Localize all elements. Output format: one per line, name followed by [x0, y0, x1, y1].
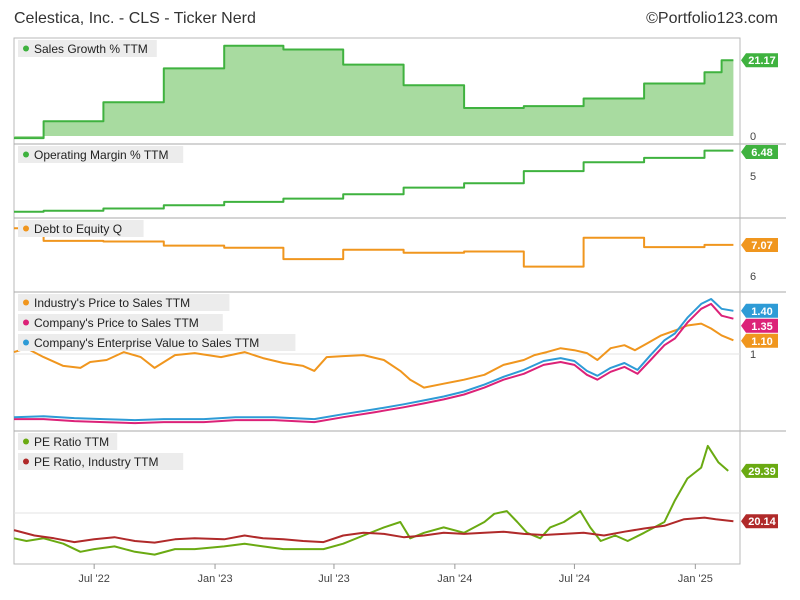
value-flag-text: 1.40 — [751, 306, 772, 318]
series-line — [14, 149, 734, 213]
legend-label: PE Ratio, Industry TTM — [34, 455, 158, 469]
value-flag-text: 1.10 — [751, 336, 772, 348]
y-tick-label: 1 — [750, 349, 756, 361]
series-line — [14, 44, 734, 140]
brand-label: ©Portfolio123.com — [646, 10, 778, 27]
value-flag-text: 6.48 — [751, 147, 772, 159]
series-line — [14, 302, 734, 425]
legend-label: Sales Growth % TTM — [34, 42, 148, 56]
value-flag: 29.39 — [741, 463, 778, 478]
series-line — [13, 322, 734, 389]
x-tick-label: Jul '23 — [318, 573, 349, 585]
value-flag: 7.07 — [741, 237, 778, 252]
legend-label: Industry's Price to Sales TTM — [34, 296, 190, 310]
legend-bg — [18, 40, 157, 57]
value-flag-shape — [741, 514, 778, 529]
value-flag-shape — [741, 145, 778, 159]
x-tick-label: Jul '24 — [559, 573, 590, 585]
y-tick-label: 0 — [750, 131, 756, 143]
value-flag-shape — [741, 318, 778, 333]
chart-title: Celestica, Inc. - CLS - Ticker Nerd — [14, 10, 256, 27]
legend-label: Operating Margin % TTM — [34, 148, 169, 162]
series-line — [13, 298, 734, 422]
legend-bg — [18, 146, 184, 163]
value-flag: 20.14 — [741, 514, 778, 529]
legend-dot — [23, 319, 29, 326]
value-flag: 1.10 — [741, 333, 778, 348]
value-flag: 6.48 — [741, 145, 778, 159]
value-flag-shape — [741, 53, 778, 68]
legend-label: Debt to Equity Q — [34, 222, 122, 236]
series-area — [14, 45, 734, 139]
legend-dot — [23, 438, 29, 445]
legend-bg — [18, 334, 296, 351]
legend-bg — [18, 433, 118, 450]
x-tick-label: Jan '23 — [197, 573, 232, 585]
legend-dot — [23, 45, 29, 52]
legend-dot — [23, 225, 29, 232]
value-flag-text: 1.35 — [751, 321, 772, 333]
value-flag: 21.17 — [741, 53, 778, 68]
y-tick-label: 6 — [750, 271, 756, 283]
legend-bg — [18, 314, 223, 331]
legend-bg — [18, 453, 184, 470]
x-tick-label: Jan '25 — [678, 573, 713, 585]
legend-bg — [18, 220, 144, 237]
value-flag-text: 29.39 — [748, 466, 776, 478]
value-flag-text: 21.17 — [748, 55, 776, 67]
legend-dot — [23, 339, 29, 346]
legend-bg — [18, 294, 230, 311]
series-line — [14, 227, 734, 268]
legend-label: Company's Enterprise Value to Sales TTM — [34, 336, 259, 350]
series-line — [13, 444, 729, 556]
value-flag-shape — [741, 463, 778, 478]
y-tick-label: 5 — [750, 171, 756, 183]
value-flag: 1.40 — [741, 303, 778, 318]
value-flag-shape — [741, 237, 778, 252]
legend-dot — [23, 458, 29, 465]
legend-dot — [23, 151, 29, 158]
series-line — [13, 516, 734, 544]
x-tick-label: Jan '24 — [437, 573, 472, 585]
value-flag-text: 20.14 — [748, 516, 776, 528]
legend-label: PE Ratio TTM — [34, 435, 109, 449]
x-tick-label: Jul '22 — [78, 573, 109, 585]
value-flag-shape — [741, 303, 778, 318]
value-flag: 1.35 — [741, 318, 778, 333]
value-flag-shape — [741, 333, 778, 348]
legend-dot — [23, 299, 29, 306]
legend-label: Company's Price to Sales TTM — [34, 316, 199, 330]
value-flag-text: 7.07 — [751, 240, 772, 252]
